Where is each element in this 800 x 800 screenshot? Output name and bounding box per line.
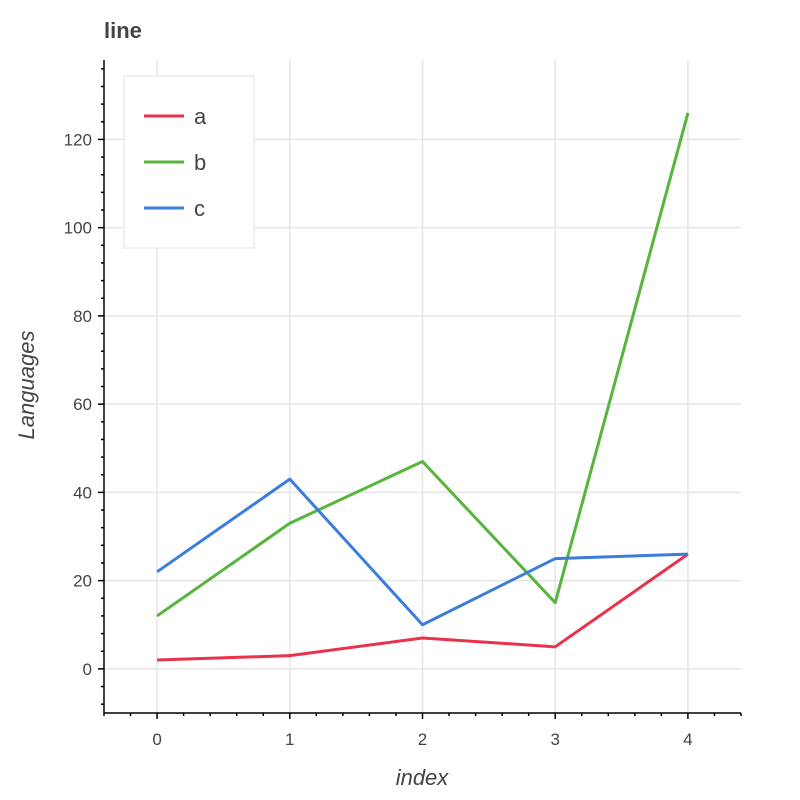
y-tick-label: 0 [83, 660, 92, 679]
x-tick-label: 1 [285, 730, 294, 749]
legend-label-a: a [194, 104, 207, 129]
x-tick-label: 2 [418, 730, 427, 749]
y-tick-label: 100 [64, 219, 92, 238]
y-axis-label: Languages [14, 331, 39, 440]
x-tick-label: 3 [550, 730, 559, 749]
series-line-c [156, 477, 688, 627]
y-tick-label: 60 [73, 395, 92, 414]
legend-label-b: b [194, 150, 206, 175]
x-tick-label: 0 [152, 730, 161, 749]
legend-label-c: c [194, 196, 205, 221]
y-tick-label: 120 [64, 130, 92, 149]
series-line-b [156, 112, 690, 618]
x-axis-label: index [396, 765, 450, 790]
y-tick-label: 40 [73, 483, 92, 502]
series-line-a [157, 552, 689, 662]
y-tick-label: 80 [73, 307, 92, 326]
series-layer [156, 112, 690, 662]
legend-box [123, 75, 255, 249]
legend: abc [123, 75, 255, 249]
x-tick-label: 4 [683, 730, 692, 749]
y-tick-label: 20 [73, 572, 92, 591]
chart-title: line [104, 18, 142, 43]
